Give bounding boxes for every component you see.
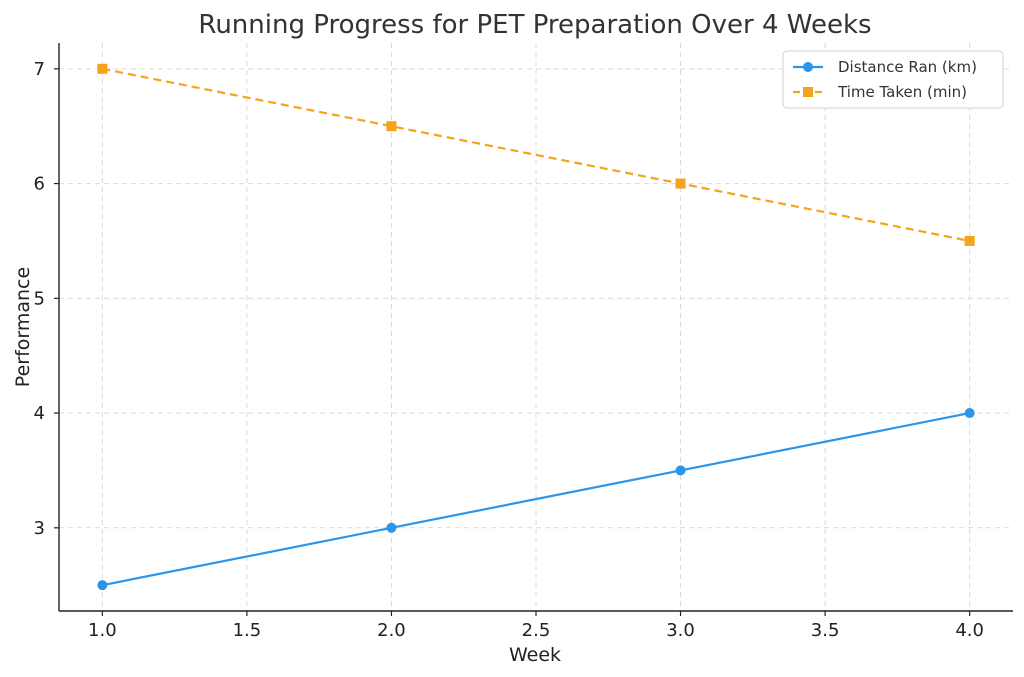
x-tick-label: 1.0: [88, 620, 117, 641]
series-group: [97, 63, 975, 591]
legend-item: Distance Ran (km): [793, 58, 977, 76]
data-point: [97, 580, 108, 591]
data-point: [386, 522, 397, 533]
chart-title: Running Progress for PET Preparation Ove…: [198, 10, 871, 40]
x-tick-label: 3.0: [666, 620, 695, 641]
y-tick-label: 4: [34, 403, 45, 424]
y-tick-label: 7: [34, 59, 45, 80]
y-axis-ticks: 3 4 5 6 7: [34, 59, 59, 539]
x-tick-label: 1.5: [233, 620, 262, 641]
legend-marker: [803, 87, 813, 97]
x-tick-label: 4.0: [955, 620, 984, 641]
legend-marker: [803, 62, 813, 72]
x-tick-label: 2.5: [522, 620, 551, 641]
x-tick-label: 3.5: [811, 620, 840, 641]
data-point: [97, 63, 108, 74]
series-1: [97, 408, 975, 591]
data-point: [964, 235, 975, 246]
y-tick-label: 5: [34, 288, 45, 309]
x-axis-label: Week: [509, 644, 561, 666]
grid: [59, 43, 1013, 611]
legend-label: Time Taken (min): [837, 83, 967, 101]
data-point: [964, 408, 975, 419]
data-point: [675, 465, 686, 476]
legend-label: Distance Ran (km): [838, 58, 977, 76]
legend: Distance Ran (km) Time Taken (min): [782, 50, 1004, 109]
series-line: [102, 411, 970, 587]
legend-item: Time Taken (min): [793, 83, 967, 101]
y-axis-label: Performance: [12, 267, 34, 387]
legend-box: [782, 50, 1004, 109]
x-axis-ticks: 1.0 1.5 2.0 2.5 3.0 3.5 4.0: [88, 611, 984, 641]
data-point: [386, 121, 397, 132]
y-tick-label: 3: [34, 518, 45, 539]
x-tick-label: 2.0: [377, 620, 406, 641]
y-tick-label: 6: [34, 174, 45, 195]
series-2: [97, 63, 975, 246]
series-line: [102, 67, 970, 243]
data-point: [675, 178, 686, 189]
